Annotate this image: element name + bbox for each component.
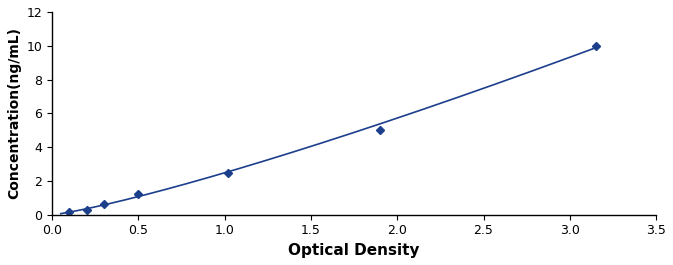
X-axis label: Optical Density: Optical Density [288, 243, 420, 258]
Y-axis label: Concentration(ng/mL): Concentration(ng/mL) [7, 27, 21, 199]
